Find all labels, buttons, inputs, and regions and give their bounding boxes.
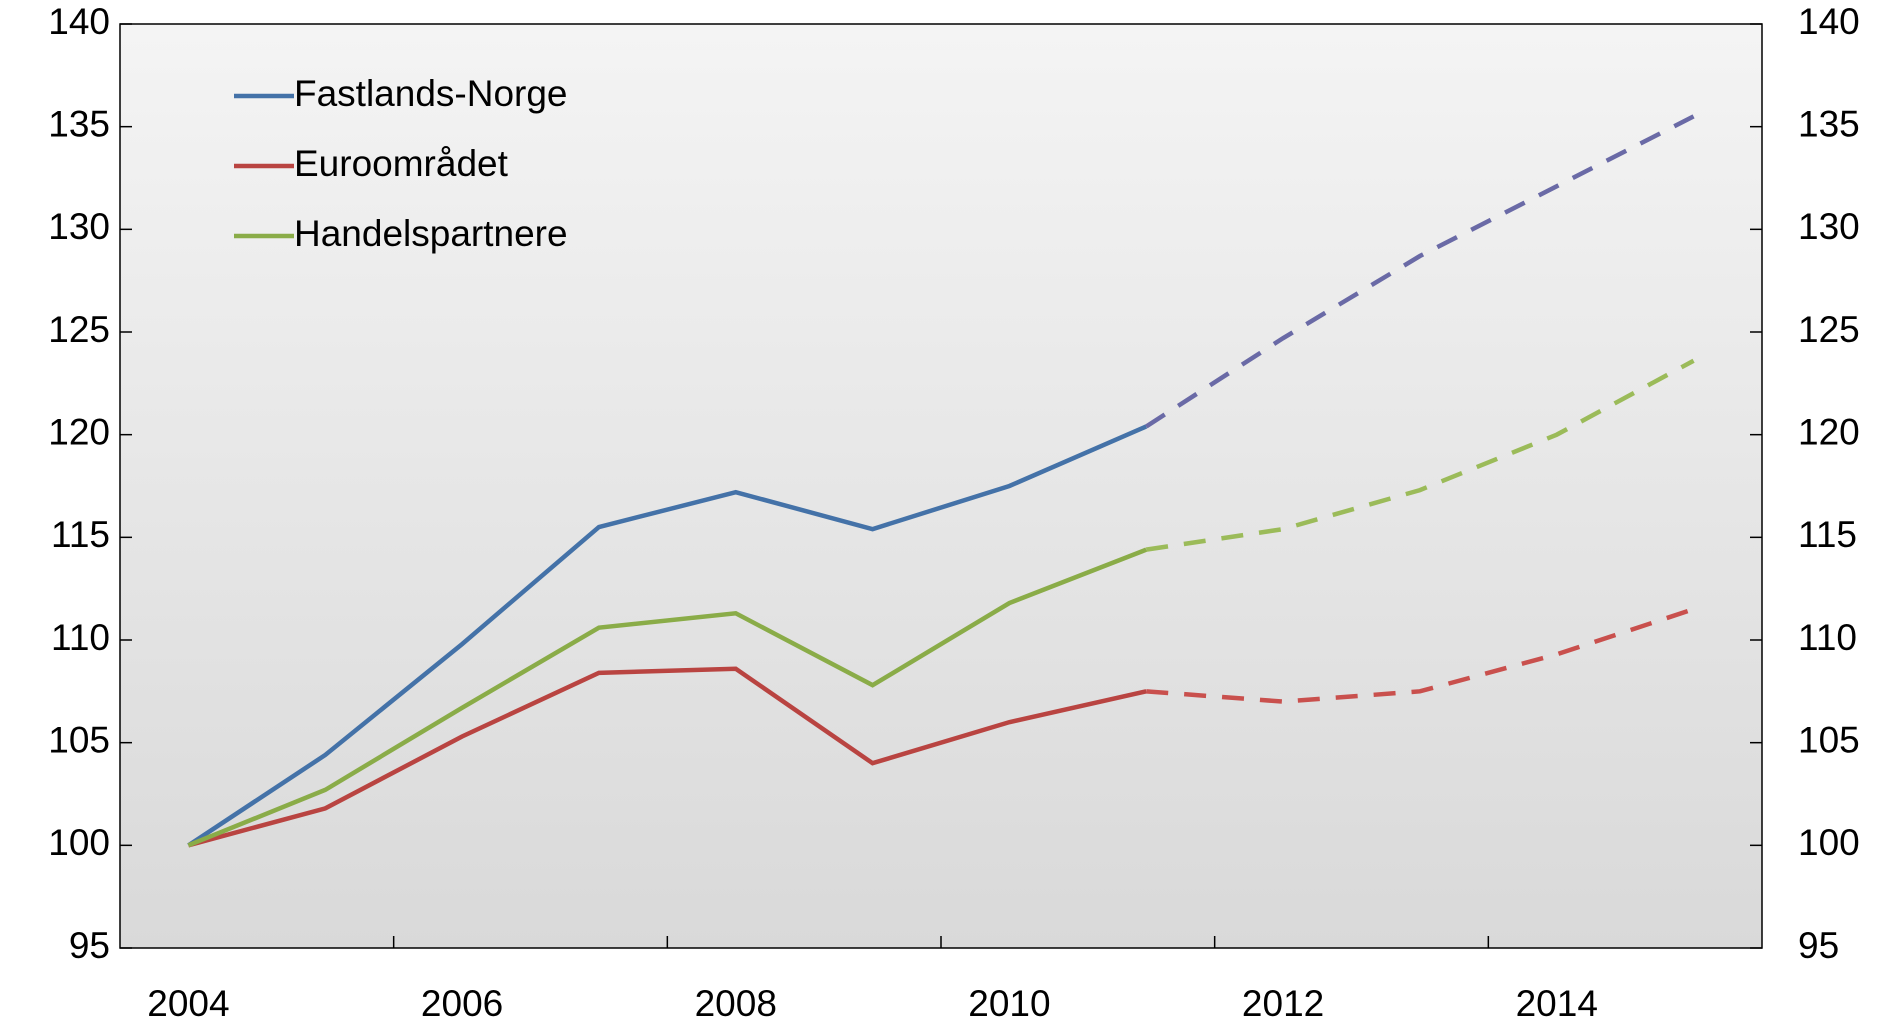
legend-label: Euroområdet [294,143,509,184]
x-tick-label: 2006 [421,983,503,1024]
y2-tick-label: 95 [1798,925,1839,966]
line-actual [187,666,1147,848]
x-tick-label: 2012 [1242,983,1324,1024]
y2-tick-label: 115 [1798,514,1857,555]
line-actual [187,547,1148,848]
legend-label: Handelspartnere [294,213,568,254]
y2-tick-label: 105 [1798,719,1860,760]
line-projection [1145,358,1695,552]
y-tick-label: 125 [48,309,110,350]
y-tick-label: 95 [69,925,110,966]
y-tick-label: 120 [48,411,110,452]
legend-label: Fastlands-Norge [294,73,568,114]
y-tick-label: 140 [48,1,110,42]
y-tick-label: 135 [48,103,110,144]
y2-tick-label: 140 [1798,1,1860,42]
line-projection [1146,607,1695,704]
y-tick-label: 130 [48,206,110,247]
plot-area [119,23,1763,949]
x-tick-label: 2008 [695,983,777,1024]
y2-tick-label: 135 [1798,103,1860,144]
y2-tick-label: 120 [1798,411,1860,452]
x-tick-label: 2010 [968,983,1050,1024]
line-actual [187,424,1148,848]
y2-tick-label: 125 [1798,309,1860,350]
y2-tick-label: 100 [1798,822,1860,863]
y-tick-label: 105 [48,719,110,760]
y2-tick-label: 110 [1798,617,1857,658]
line-projection [1145,114,1695,429]
y-tick-label: 110 [51,617,110,658]
x-tick-label: 2004 [147,983,229,1024]
y-tick-label: 115 [51,514,110,555]
y-tick-label: 100 [48,822,110,863]
x-tick-label: 2014 [1516,983,1598,1024]
y2-tick-label: 130 [1798,206,1860,247]
